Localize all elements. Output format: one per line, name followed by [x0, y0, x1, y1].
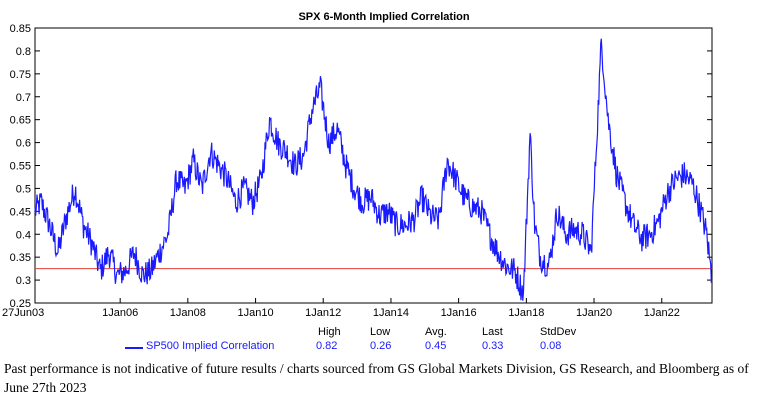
y-tick-label: 0.45 — [10, 206, 31, 218]
chart-canvas: SPX 6-Month Implied Correlation 0.250.30… — [2, 11, 713, 319]
x-tick-label: 1Jan08 — [170, 307, 206, 319]
chart-title: SPX 6-Month Implied Correlation — [298, 11, 469, 23]
x-tick-label: 1Jan18 — [508, 307, 544, 319]
y-axis: 0.25 0.3 0.35 0.4 0.45 0.5 0.55 0.6 0.65 0.7 0.75 0… — [10, 23, 712, 310]
x-tick-label: 1Jan22 — [644, 307, 680, 319]
y-tick-label: 0.3 — [16, 275, 31, 287]
y-tick-label: 0.35 — [10, 252, 31, 264]
y-tick-label: 0.75 — [10, 69, 31, 81]
x-axis: 27Jun03 1Jan06 1Jan08 1Jan10 1Jan12 1Jan14 1Ja… — [2, 298, 680, 319]
x-tick-label: 1Jan14 — [373, 307, 409, 319]
y-tick-label: 0.4 — [16, 229, 31, 241]
x-tick-label: 1Jan06 — [102, 307, 138, 319]
y-tick-label: 0.25 — [10, 298, 31, 310]
x-tick-label: 1Jan10 — [238, 307, 274, 319]
y-tick-label: 0.8 — [16, 46, 31, 58]
x-tick-label: 27Jun03 — [2, 307, 44, 319]
y-tick-label: 0.55 — [10, 161, 31, 173]
y-tick-label: 0.7 — [16, 92, 31, 104]
y-tick-label: 0.65 — [10, 115, 31, 127]
y-tick-label: 0.85 — [10, 23, 31, 35]
x-tick-label: 1Jan12 — [305, 307, 341, 319]
x-tick-label: 1Jan16 — [441, 307, 477, 319]
x-tick-label: 1Jan20 — [576, 307, 612, 319]
series-line-sp500-implied-correlation — [34, 38, 713, 301]
y-tick-label: 0.6 — [16, 138, 31, 150]
source-footnote: Past performance is not indicative of fu… — [4, 361, 749, 395]
y-tick-label: 0.5 — [16, 183, 31, 195]
